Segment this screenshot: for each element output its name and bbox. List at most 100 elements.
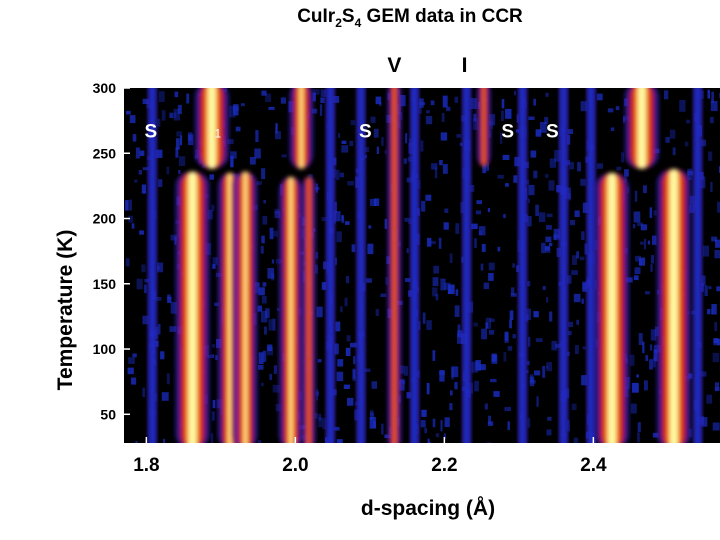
noise-speck — [512, 334, 516, 339]
noise-speck — [633, 211, 641, 223]
noise-speck — [440, 278, 446, 291]
noise-speck — [128, 357, 135, 364]
x-tick-label: 2.2 — [431, 455, 457, 476]
noise-speck — [711, 304, 717, 315]
noise-speck — [549, 243, 553, 247]
noise-speck — [481, 244, 486, 252]
noise-speck — [473, 322, 478, 327]
peak-band-layer — [669, 168, 678, 443]
noise-speck — [576, 251, 579, 259]
noise-speck — [483, 282, 490, 290]
noise-speck — [338, 133, 341, 138]
peak-band-layer — [412, 88, 417, 443]
noise-speck — [488, 262, 495, 271]
noise-speck — [262, 350, 267, 362]
noise-speck — [707, 89, 710, 99]
noise-speck — [352, 368, 356, 379]
noise-speck — [175, 147, 179, 158]
noise-speck — [384, 218, 388, 229]
noise-speck — [567, 331, 572, 336]
noise-speck — [211, 204, 215, 211]
noise-speck — [188, 132, 193, 141]
noise-speck — [653, 210, 657, 216]
noise-speck — [507, 346, 513, 351]
noise-speck — [546, 225, 552, 230]
noise-speck — [475, 360, 481, 371]
noise-speck — [440, 420, 443, 432]
noise-speck — [645, 355, 649, 361]
noise-speck — [141, 184, 146, 194]
noise-speck — [714, 382, 719, 392]
noise-speck — [381, 423, 384, 435]
noise-speck — [553, 234, 558, 241]
noise-speck — [709, 116, 714, 124]
noise-speck — [446, 106, 451, 112]
noise-speck — [257, 305, 263, 312]
noise-speck — [125, 200, 129, 211]
noise-speck — [144, 278, 150, 283]
noise-speck — [269, 373, 273, 381]
noise-speck — [574, 210, 580, 217]
noise-speck — [534, 370, 541, 376]
noise-speck — [576, 319, 579, 325]
noise-speck — [706, 394, 713, 404]
noise-speck — [546, 297, 549, 303]
noise-speck — [450, 390, 453, 396]
noise-speck — [535, 204, 539, 216]
noise-speck — [380, 293, 387, 297]
noise-speck — [333, 426, 340, 431]
noise-speck — [157, 179, 163, 187]
noise-speck — [333, 211, 341, 222]
noise-speck — [207, 209, 213, 220]
peak-annotation: 1 — [215, 127, 222, 141]
noise-speck — [474, 238, 477, 249]
noise-speck — [126, 110, 131, 115]
noise-speck — [341, 140, 347, 144]
noise-speck — [444, 282, 451, 290]
noise-speck — [712, 422, 720, 431]
noise-speck — [535, 338, 543, 342]
noise-speck — [432, 350, 436, 361]
noise-speck — [434, 167, 438, 179]
noise-speck — [664, 90, 669, 100]
noise-speck — [332, 96, 340, 103]
noise-speck — [399, 379, 405, 391]
noise-speck — [435, 294, 439, 301]
noise-speck — [373, 128, 379, 138]
noise-speck — [426, 237, 432, 247]
noise-speck — [430, 100, 435, 106]
noise-speck — [261, 310, 268, 323]
peak-band — [325, 88, 336, 443]
y-tick-label: 50 — [100, 406, 116, 422]
noise-speck — [715, 239, 720, 248]
noise-speck — [336, 231, 342, 243]
noise-speck — [170, 234, 178, 241]
noise-speck — [141, 264, 146, 273]
peak-band-layer — [307, 176, 311, 443]
noise-speck — [230, 151, 237, 159]
noise-speck — [710, 100, 718, 112]
noise-speck — [426, 382, 430, 395]
noise-speck — [441, 112, 445, 122]
noise-speck — [345, 275, 350, 284]
peak-band-layer — [482, 88, 486, 167]
noise-speck — [596, 163, 603, 169]
noise-speck — [254, 148, 261, 159]
noise-speck — [528, 184, 535, 196]
noise-speck — [457, 324, 461, 336]
noise-speck — [314, 264, 318, 274]
y-axis-label: Temperature (K) — [54, 230, 77, 391]
noise-speck — [652, 432, 659, 438]
noise-speck — [384, 150, 388, 154]
noise-speck — [427, 442, 431, 443]
noise-speck — [230, 155, 234, 168]
peak-band — [409, 88, 420, 443]
noise-speck — [432, 287, 438, 297]
noise-speck — [255, 130, 259, 142]
peak-band-layer — [289, 176, 293, 443]
noise-speck — [546, 429, 552, 436]
noise-speck — [645, 291, 650, 295]
peak-band-layer — [188, 171, 197, 443]
noise-speck — [277, 307, 280, 312]
noise-speck — [549, 158, 556, 168]
